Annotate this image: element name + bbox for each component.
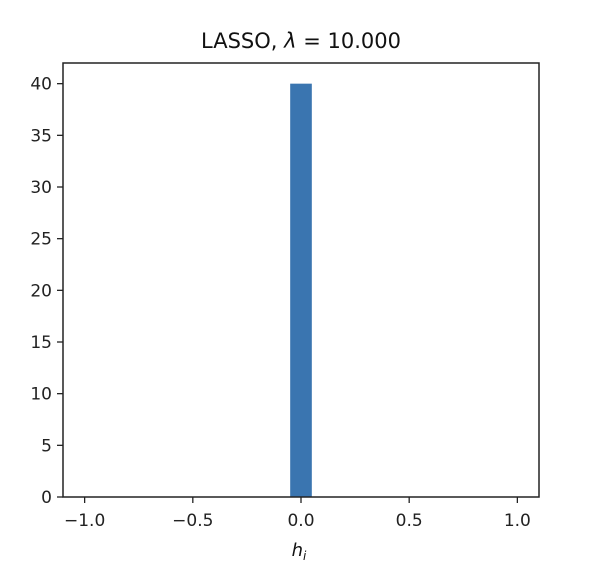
y-tick-label: 0: [41, 488, 52, 508]
y-tick-label: 15: [30, 333, 52, 353]
x-tick-label: −1.0: [64, 511, 105, 531]
y-tick-label: 25: [30, 230, 52, 250]
y-tick-label: 20: [30, 281, 52, 301]
title-lambda-symbol: λ: [283, 29, 296, 53]
bars-group: [290, 84, 312, 497]
x-tick-label: 0.5: [396, 511, 423, 531]
x-axis: −1.0 −0.5 0.0 0.5 1.0: [64, 497, 531, 531]
y-tick-label: 35: [30, 126, 52, 146]
y-axis: 0 5 10 15 20 25 30 35 40: [30, 75, 63, 508]
chart-title: LASSO, λ = 10.000: [201, 29, 401, 53]
x-axis-label-main: h: [292, 540, 303, 561]
x-tick-label: −0.5: [172, 511, 213, 531]
y-tick-label: 40: [30, 75, 52, 95]
y-tick-label: 5: [41, 436, 52, 456]
title-value: = 10.000: [297, 29, 401, 53]
x-tick-label: 1.0: [504, 511, 531, 531]
title-prefix: LASSO,: [201, 29, 284, 53]
histogram-bar: [290, 84, 312, 497]
x-axis-label-subscript: i: [303, 549, 307, 563]
x-tick-label: 0.0: [287, 511, 314, 531]
y-tick-label: 10: [30, 385, 52, 405]
x-axis-label: hi: [292, 540, 307, 563]
y-tick-label: 30: [30, 178, 52, 198]
